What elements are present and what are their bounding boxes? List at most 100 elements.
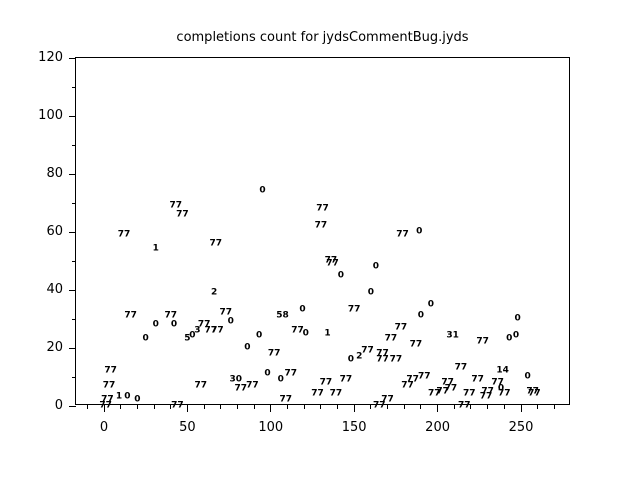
x-axis-tick-label: 0 — [99, 420, 109, 435]
x-axis-tick-label: 200 — [425, 420, 450, 435]
data-point-label: 77 — [401, 380, 414, 391]
x-axis-minor-tick — [170, 405, 172, 409]
data-point-label: 0 — [299, 304, 306, 315]
data-point-label: 77 — [209, 238, 223, 249]
data-point-label: 30 — [229, 374, 243, 385]
x-axis-tick-label: 150 — [341, 420, 367, 435]
data-point-label: 77 — [117, 229, 131, 240]
x-axis-minor-tick — [370, 405, 372, 409]
y-axis-major-tick — [69, 231, 76, 233]
data-point-label: 0 — [417, 310, 425, 321]
x-axis-minor-tick — [236, 405, 238, 409]
x-axis-minor-tick — [387, 405, 389, 409]
y-axis-tick-label: 40 — [46, 282, 63, 297]
data-point-label: 0 — [302, 328, 309, 338]
data-point-label: 77 — [528, 388, 541, 399]
x-axis-tick-label: 100 — [258, 420, 284, 435]
data-point-label: 77 — [444, 383, 458, 394]
data-point-label: 0 — [134, 394, 141, 405]
data-point-label: 0 — [142, 333, 149, 344]
data-point-label: 77 — [194, 380, 207, 391]
data-point-label: 77 — [234, 383, 248, 394]
x-axis-minor-tick — [320, 405, 322, 409]
y-axis-tick-label: 60 — [46, 224, 63, 239]
data-point-label: 77 — [498, 388, 511, 399]
data-point-label: 0 — [277, 374, 284, 385]
data-point-label: 77 — [463, 388, 476, 399]
x-axis-minor-tick — [253, 405, 255, 409]
data-point-label: 77 — [197, 319, 211, 330]
data-point-label: 0 — [497, 383, 505, 394]
data-point-label: 77 — [324, 255, 338, 266]
y-axis-major-tick — [69, 173, 76, 175]
data-point-label: 14 — [496, 365, 509, 376]
y-axis-tick-label: 120 — [38, 50, 63, 65]
data-point-label: 77 — [99, 400, 112, 411]
data-point-label: 0 — [427, 299, 435, 309]
y-axis-tick-label: 0 — [54, 398, 63, 413]
x-axis-major-tick — [520, 405, 522, 412]
data-point-label: 77 — [427, 388, 441, 399]
data-point-label: 77 — [441, 377, 454, 388]
data-point-label: 1 — [324, 328, 331, 338]
data-point-label: 77 — [164, 310, 177, 321]
x-axis-major-tick — [186, 405, 188, 412]
data-point-label: 0 — [512, 330, 520, 341]
x-axis-minor-tick — [220, 405, 222, 409]
data-point-label: 77 — [436, 386, 449, 396]
x-axis-minor-tick — [420, 405, 422, 409]
data-point-label: 77 — [526, 386, 539, 396]
x-axis-minor-tick — [503, 405, 505, 409]
y-axis-major-tick — [69, 405, 76, 407]
y-axis-tick-label: 80 — [46, 166, 63, 181]
y-axis-tick-label: 20 — [46, 340, 63, 355]
data-point-label: 0 — [506, 333, 513, 344]
data-point-label: 77 — [169, 200, 182, 211]
data-point-label: 77 — [454, 362, 468, 373]
x-axis-minor-tick — [453, 405, 455, 409]
data-point-label: 77 — [319, 377, 333, 388]
data-point-label: 77 — [394, 322, 408, 333]
x-axis-minor-tick — [487, 405, 489, 409]
chart-title: completions count for jydsCommentBug.jyd… — [176, 30, 469, 45]
x-axis-minor-tick — [337, 405, 339, 409]
data-point-label: 2 — [356, 351, 363, 362]
data-point-label: 31 — [446, 330, 459, 341]
data-point-label: 77 — [284, 368, 298, 379]
data-point-label: 2 — [210, 287, 218, 298]
x-axis-tick-label: 250 — [508, 420, 534, 435]
data-point-label: 77 — [124, 310, 137, 321]
data-point-label: 77 — [406, 374, 419, 385]
data-point-label: 1 — [115, 391, 123, 402]
x-axis-minor-tick — [303, 405, 305, 409]
data-point-label: 0 — [244, 342, 251, 353]
data-point-label: 77 — [339, 374, 353, 385]
x-axis-minor-tick — [120, 405, 122, 409]
data-point-label: 77 — [176, 209, 189, 220]
data-point-label: 0 — [189, 330, 196, 341]
x-axis-minor-tick — [403, 405, 405, 409]
data-point-label: 77 — [101, 394, 114, 405]
data-point-label: 0 — [227, 316, 234, 327]
data-point-label: 0 — [255, 330, 263, 341]
data-point-label: 77 — [246, 380, 259, 391]
x-axis-minor-tick — [286, 405, 288, 409]
data-point-label: 0 — [367, 287, 375, 298]
y-axis-tick-label: 100 — [38, 108, 63, 123]
y-axis-minor-tick — [72, 86, 76, 88]
data-point-label: 5 — [184, 333, 191, 344]
x-axis-minor-tick — [470, 405, 472, 409]
y-axis-minor-tick — [72, 376, 76, 378]
x-axis-minor-tick — [86, 405, 88, 409]
data-point-label: 0 — [264, 368, 271, 379]
data-point-label: 0 — [347, 354, 354, 365]
data-point-label: 77 — [476, 336, 489, 347]
x-axis-major-tick — [103, 405, 105, 412]
data-point-label: 0 — [259, 185, 266, 196]
x-axis-minor-tick — [537, 405, 539, 409]
data-point-label: 77 — [316, 203, 329, 214]
data-point-label: 1 — [152, 243, 159, 254]
data-point-label: 58 — [276, 310, 289, 321]
y-axis-minor-tick — [72, 144, 76, 146]
